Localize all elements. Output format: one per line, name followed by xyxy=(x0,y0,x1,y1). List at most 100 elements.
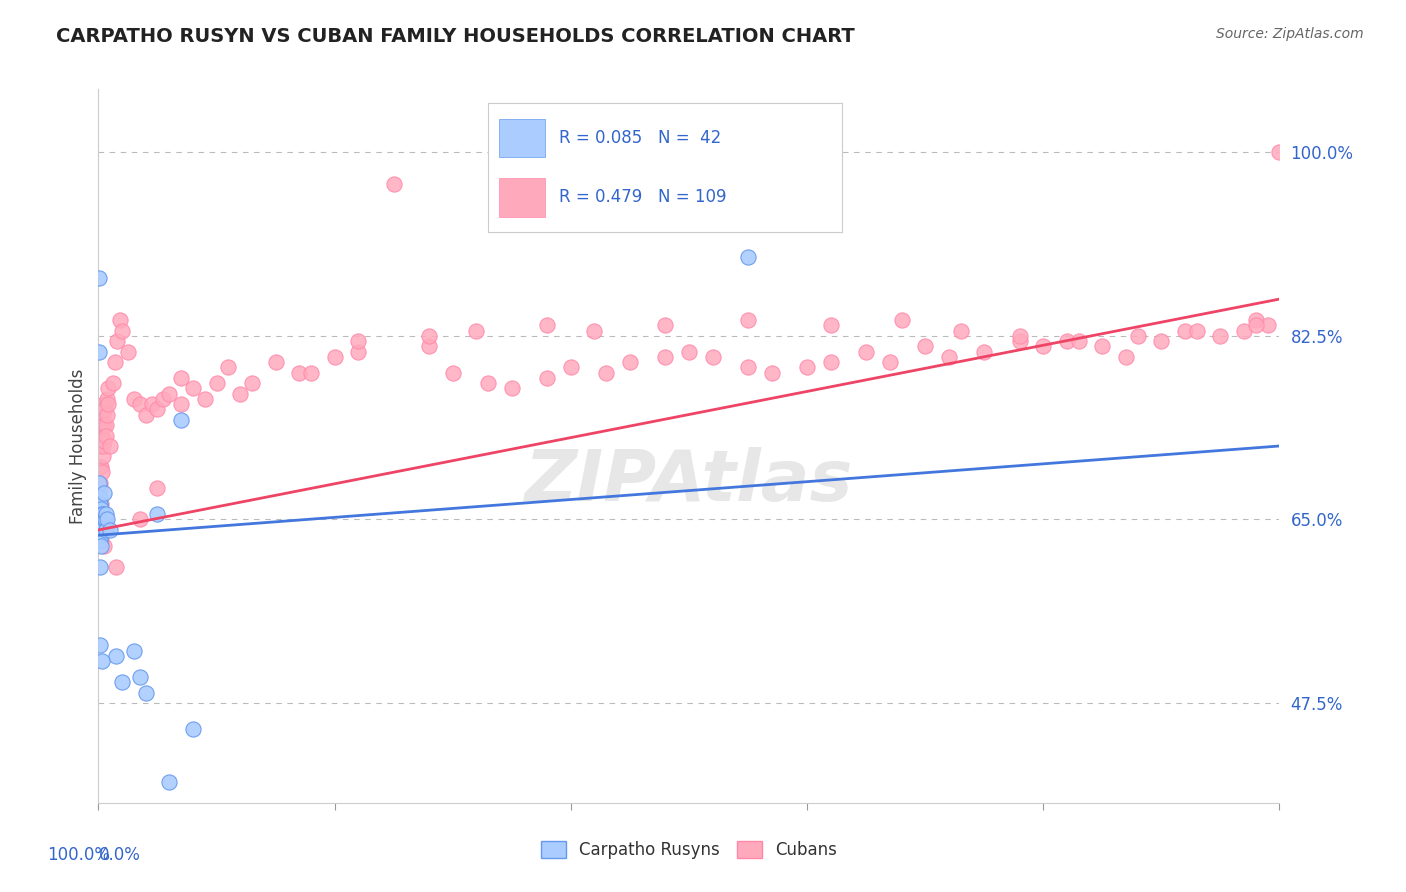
Point xyxy=(678,344,700,359)
Point xyxy=(1209,328,1232,343)
Point xyxy=(96,512,118,526)
Point xyxy=(89,512,111,526)
Point xyxy=(91,507,114,521)
Point xyxy=(583,324,606,338)
Point xyxy=(595,366,617,380)
Point xyxy=(1150,334,1173,348)
Point xyxy=(89,533,111,548)
Point xyxy=(90,423,112,437)
Point xyxy=(170,397,193,411)
Point xyxy=(1233,324,1256,338)
Point xyxy=(441,366,464,380)
Point xyxy=(94,507,117,521)
Point xyxy=(135,685,157,699)
Point xyxy=(240,376,263,390)
Point xyxy=(122,392,145,406)
Point xyxy=(89,507,111,521)
Point xyxy=(91,465,114,479)
Point xyxy=(91,507,114,521)
Point xyxy=(1268,145,1291,160)
Point xyxy=(89,517,111,532)
Point xyxy=(761,366,783,380)
Point xyxy=(181,723,204,737)
Point xyxy=(796,360,818,375)
Point xyxy=(91,450,114,464)
Point xyxy=(536,371,558,385)
Point xyxy=(90,517,112,532)
Point xyxy=(141,397,163,411)
Point xyxy=(94,417,117,432)
Point xyxy=(97,397,120,411)
Point xyxy=(91,417,114,432)
Point xyxy=(89,481,111,495)
Text: 0.0%: 0.0% xyxy=(98,846,141,863)
Point xyxy=(89,475,111,490)
Point xyxy=(879,355,901,369)
Point xyxy=(108,313,131,327)
Point xyxy=(89,502,111,516)
Point xyxy=(135,408,157,422)
Point xyxy=(96,408,118,422)
Point xyxy=(914,339,936,353)
Point xyxy=(89,528,111,542)
Point xyxy=(90,497,112,511)
Point xyxy=(93,397,115,411)
Point xyxy=(93,417,115,432)
Point xyxy=(938,350,960,364)
Point xyxy=(94,402,117,417)
Point xyxy=(90,402,112,417)
Point xyxy=(91,428,114,442)
Point xyxy=(820,355,842,369)
Point xyxy=(1008,334,1031,348)
Point xyxy=(890,313,912,327)
Point xyxy=(128,397,150,411)
Point xyxy=(299,366,322,380)
Point xyxy=(97,381,120,395)
Point xyxy=(737,360,759,375)
Point xyxy=(128,512,150,526)
Point xyxy=(1032,339,1054,353)
Point xyxy=(702,350,724,364)
Point xyxy=(89,523,111,537)
Point xyxy=(654,350,676,364)
Point xyxy=(194,392,217,406)
Point xyxy=(94,428,117,442)
Point xyxy=(94,512,117,526)
Point xyxy=(105,648,128,663)
Point xyxy=(89,439,111,453)
Point xyxy=(146,507,169,521)
Point xyxy=(87,475,110,490)
Point xyxy=(157,386,180,401)
Point xyxy=(536,318,558,333)
Point xyxy=(90,460,112,475)
Point xyxy=(1067,334,1090,348)
Point xyxy=(347,334,370,348)
Point xyxy=(90,539,112,553)
Point xyxy=(91,439,114,453)
Point xyxy=(101,376,124,390)
Point xyxy=(89,497,111,511)
Point xyxy=(347,344,370,359)
Point xyxy=(157,774,180,789)
Point xyxy=(91,654,114,668)
Point xyxy=(91,408,114,422)
Point xyxy=(105,559,128,574)
Text: ZIPAtlas: ZIPAtlas xyxy=(524,447,853,516)
Point xyxy=(91,507,114,521)
Point xyxy=(170,371,193,385)
Point xyxy=(181,381,204,395)
Point xyxy=(89,460,111,475)
Point xyxy=(89,639,111,653)
Point xyxy=(418,339,440,353)
Point xyxy=(104,355,127,369)
Point xyxy=(1244,318,1267,333)
Point xyxy=(93,434,115,448)
Y-axis label: Family Households: Family Households xyxy=(69,368,87,524)
Point xyxy=(91,517,114,532)
Point xyxy=(90,528,112,542)
Point xyxy=(98,523,121,537)
Point xyxy=(855,344,877,359)
Point xyxy=(111,324,134,338)
Point xyxy=(89,491,111,506)
Legend: Carpatho Rusyns, Cubans: Carpatho Rusyns, Cubans xyxy=(534,834,844,866)
